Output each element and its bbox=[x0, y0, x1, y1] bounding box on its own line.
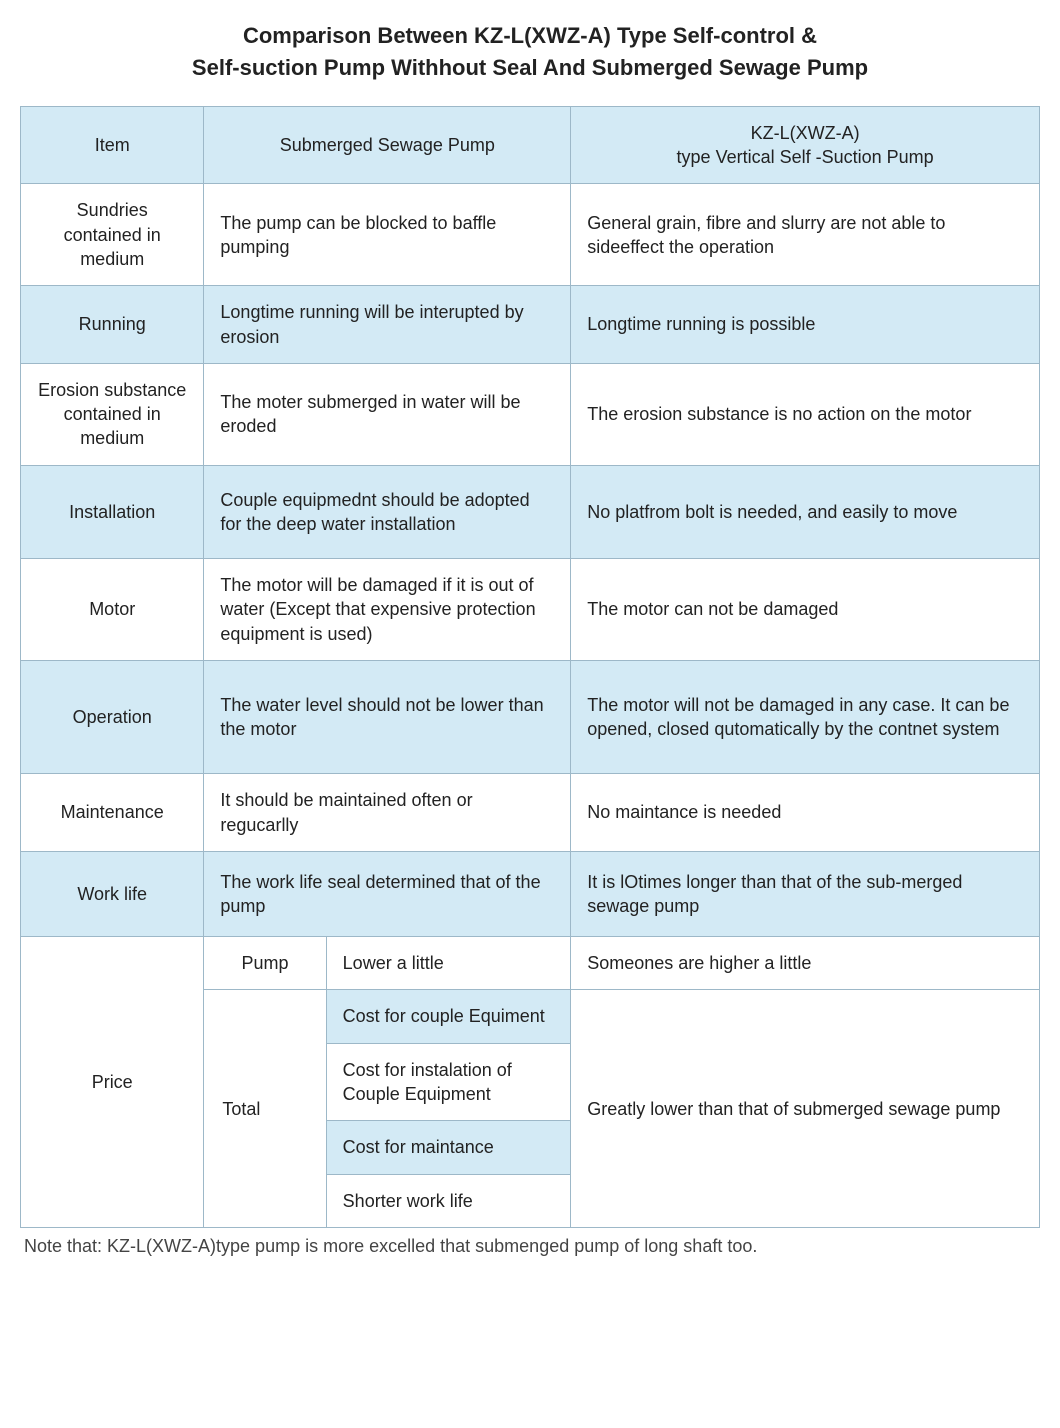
row-installation: Installation Couple equipmednt should be… bbox=[21, 465, 1040, 558]
title-line-2: Self-suction Pump Withhout Seal And Subm… bbox=[192, 55, 868, 80]
cell-b: No platfrom bolt is needed, and easily t… bbox=[571, 465, 1040, 558]
row-maintenance: Maintenance It should be maintained ofte… bbox=[21, 774, 1040, 852]
cell-total-r4: Shorter work life bbox=[326, 1174, 571, 1227]
cell-total-r1: Cost for couple Equiment bbox=[326, 990, 571, 1043]
cell-item: Running bbox=[21, 286, 204, 364]
row-price-pump: Price Pump Lower a little Someones are h… bbox=[21, 937, 1040, 990]
cell-a: The work life seal determined that of th… bbox=[204, 851, 571, 936]
cell-pump-b: Someones are higher a little bbox=[571, 937, 1040, 990]
cell-b: Longtime running is possible bbox=[571, 286, 1040, 364]
cell-b: No maintance is needed bbox=[571, 774, 1040, 852]
cell-pump-label: Pump bbox=[204, 937, 326, 990]
footnote: Note that: KZ-L(XWZ-A)type pump is more … bbox=[20, 1236, 1040, 1257]
cell-a: It should be maintained often or regucar… bbox=[204, 774, 571, 852]
cell-item: Motor bbox=[21, 559, 204, 661]
row-motor: Motor The motor will be damaged if it is… bbox=[21, 559, 1040, 661]
cell-item: Erosion substance contained in medium bbox=[21, 363, 204, 465]
header-col-b-line1: KZ-L(XWZ-A) bbox=[751, 123, 860, 143]
cell-item: Sundries contained in medium bbox=[21, 184, 204, 286]
cell-a: Couple equipmednt should be adopted for … bbox=[204, 465, 571, 558]
row-erosion: Erosion substance contained in medium Th… bbox=[21, 363, 1040, 465]
row-worklife: Work life The work life seal determined … bbox=[21, 851, 1040, 936]
cell-item: Installation bbox=[21, 465, 204, 558]
cell-b: General grain, fibre and slurry are not … bbox=[571, 184, 1040, 286]
cell-a: The motor will be damaged if it is out o… bbox=[204, 559, 571, 661]
comparison-table: Item Submerged Sewage Pump KZ-L(XWZ-A) t… bbox=[20, 106, 1040, 1228]
cell-b: The motor will not be damaged in any cas… bbox=[571, 660, 1040, 773]
cell-total-r3: Cost for maintance bbox=[326, 1121, 571, 1174]
row-operation: Operation The water level should not be … bbox=[21, 660, 1040, 773]
page-title: Comparison Between KZ-L(XWZ-A) Type Self… bbox=[20, 20, 1040, 84]
cell-b: It is lOtimes longer than that of the su… bbox=[571, 851, 1040, 936]
header-col-a: Submerged Sewage Pump bbox=[204, 106, 571, 184]
cell-item: Work life bbox=[21, 851, 204, 936]
cell-total-b: Greatly lower than that of submerged sew… bbox=[571, 990, 1040, 1227]
cell-a: The water level should not be lower than… bbox=[204, 660, 571, 773]
table-header-row: Item Submerged Sewage Pump KZ-L(XWZ-A) t… bbox=[21, 106, 1040, 184]
row-sundries: Sundries contained in medium The pump ca… bbox=[21, 184, 1040, 286]
cell-pump-a: Lower a little bbox=[326, 937, 571, 990]
cell-item: Operation bbox=[21, 660, 204, 773]
cell-a: The pump can be blocked to baffle pumpin… bbox=[204, 184, 571, 286]
row-running: Running Longtime running will be interup… bbox=[21, 286, 1040, 364]
title-line-1: Comparison Between KZ-L(XWZ-A) Type Self… bbox=[243, 23, 817, 48]
cell-b: The erosion substance is no action on th… bbox=[571, 363, 1040, 465]
cell-b: The motor can not be damaged bbox=[571, 559, 1040, 661]
cell-total-label: Total bbox=[204, 990, 326, 1227]
header-col-b-line2: type Vertical Self -Suction Pump bbox=[677, 147, 934, 167]
cell-a: Longtime running will be interupted by e… bbox=[204, 286, 571, 364]
cell-item-price: Price bbox=[21, 937, 204, 1228]
header-col-b: KZ-L(XWZ-A) type Vertical Self -Suction … bbox=[571, 106, 1040, 184]
cell-total-r2: Cost for instalation of Couple Equipment bbox=[326, 1043, 571, 1121]
cell-a: The moter submerged in water will be ero… bbox=[204, 363, 571, 465]
cell-item: Maintenance bbox=[21, 774, 204, 852]
header-item: Item bbox=[21, 106, 204, 184]
